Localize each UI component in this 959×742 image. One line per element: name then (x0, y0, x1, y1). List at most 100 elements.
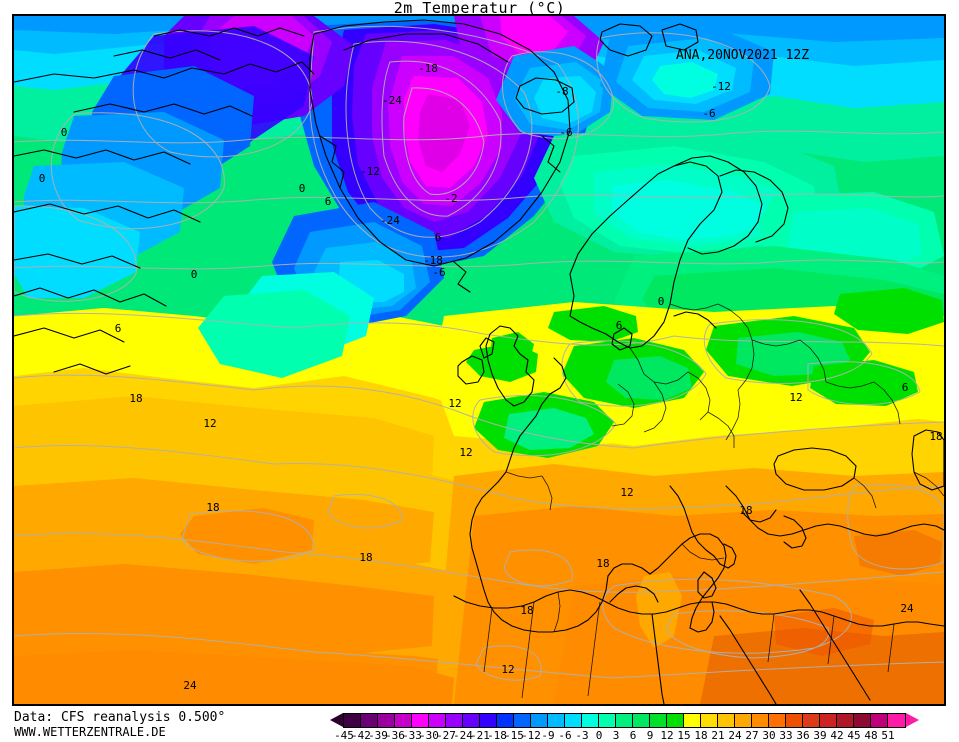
colorbar-tick-label: -36 (385, 729, 405, 742)
page-title: 2m Temperatur (°C) (393, 0, 566, 17)
colorbar-swatch (820, 714, 837, 727)
colorbar-tick-label: -45 (334, 729, 354, 742)
contour-label: -8 (555, 85, 568, 98)
contour-label: 12 (620, 486, 633, 499)
contour-label: -12 (711, 80, 731, 93)
colorbar-swatches (343, 713, 906, 728)
map-frame[interactable]: 0 0 6 18 12 18 18 24 -24 -12 0 6 -24 -2 6 -18 -6 -8 -6 -12-… (12, 14, 946, 706)
contour-label: 18 (596, 557, 609, 570)
contour-label: 24 (900, 602, 914, 615)
contour-label: 18 (206, 501, 219, 514)
footer: Data: CFS reanalysis 0.500° WWW.WETTERZE… (14, 710, 225, 740)
contour-label-group: 0061812181824-24-1206-24-26-18-6-8-6-12-… (39, 62, 943, 692)
colorbar-tick-label: 21 (711, 729, 725, 742)
colorbar-tick-label: 33 (779, 729, 793, 742)
colorbar-low-extend-arrow (330, 713, 343, 727)
colorbar-tick-label: -30 (419, 729, 439, 742)
colorbar-tick-label: -33 (402, 729, 422, 742)
colorbar-tick-label: 36 (796, 729, 810, 742)
colorbar-tick-label: 48 (864, 729, 878, 742)
colorbar-swatch (548, 714, 565, 727)
colorbar-swatch (650, 714, 667, 727)
colorbar-tick-labels: -45 -42 -39 -36 -33 -30 -27 -24 -21 -18 -15 -12 -9 -6… (330, 729, 919, 742)
colorbar-swatch (616, 714, 633, 727)
website-text: WWW.WETTERZENTRALE.DE (14, 725, 166, 739)
colorbar-swatch (480, 714, 497, 727)
colorbar-tick-label: 24 (728, 729, 742, 742)
colorbar-swatch (701, 714, 718, 727)
contour-label: 0 (191, 268, 198, 281)
colorbar-tick-label: -42 (351, 729, 371, 742)
colorbar-swatch (497, 714, 514, 727)
temperature-map-canvas[interactable]: 0 0 6 18 12 18 18 24 -24 -12 0 6 -24 -2 6 -18 -6 -8 -6 -12-… (14, 16, 944, 704)
contour-label: -18 (418, 62, 438, 75)
colorbar-swatch (803, 714, 820, 727)
contour-label: 18 (739, 504, 752, 517)
colorbar-tick-label: 3 (612, 729, 620, 742)
colorbar-swatch (463, 714, 480, 727)
contour-label: 12 (501, 663, 514, 676)
colorbar-swatch (854, 714, 871, 727)
colorbar-tick-label: 27 (745, 729, 759, 742)
contour-label: -6 (702, 107, 715, 120)
contour-label: 6 (435, 231, 442, 244)
colorbar-tick-label: -21 (470, 729, 490, 742)
contour-label: -6 (559, 126, 572, 139)
colorbar-swatch (429, 714, 446, 727)
colorbar-tick-label: -12 (521, 729, 541, 742)
colorbar-swatch (752, 714, 769, 727)
contour-label: 6 (115, 322, 122, 335)
contour-label: -6 (432, 266, 445, 279)
colorbar-swatch (769, 714, 786, 727)
colorbar-tick-label: -9 (541, 729, 555, 742)
contour-label: 12 (789, 391, 802, 404)
colorbar-tick-label: -15 (504, 729, 524, 742)
colorbar-tick-label: 18 (694, 729, 708, 742)
colorbar-swatch (888, 714, 905, 727)
contour-label: -24 (380, 214, 400, 227)
colorbar-swatch (565, 714, 582, 727)
colorbar-tick-label: 9 (646, 729, 654, 742)
contour-label: -2 (444, 192, 457, 205)
colorbar-tick-label: -27 (436, 729, 456, 742)
colorbar-tick-label: -18 (487, 729, 507, 742)
colorbar-tick-label: 42 (830, 729, 844, 742)
colorbar-swatch (684, 714, 701, 727)
colorbar-tick-label: 39 (813, 729, 827, 742)
colorbar-swatch (718, 714, 735, 727)
colorbar-tick-label: -6 (558, 729, 572, 742)
contour-label: 0 (658, 295, 665, 308)
colorbar-swatch (837, 714, 854, 727)
colorbar-swatch (735, 714, 752, 727)
contour-label: 18 (520, 604, 533, 617)
colorbar-swatch (582, 714, 599, 727)
colorbar-swatch-row (330, 713, 919, 728)
contour-label: 18 (929, 430, 942, 443)
date-stamp: ANA,20NOV2021 12Z (676, 48, 810, 63)
data-source-text: Data: CFS reanalysis 0.500° (14, 710, 226, 725)
colorbar-swatch (531, 714, 548, 727)
colorbar-tick-label: 30 (762, 729, 776, 742)
colorbar-high-extend-arrow (906, 713, 919, 727)
colorbar-tick-label: 15 (677, 729, 691, 742)
contour-label: 12 (203, 417, 216, 430)
colorbar-swatch (395, 714, 412, 727)
colorbar-swatch (344, 714, 361, 727)
colorbar-tick-label: 6 (629, 729, 637, 742)
contour-label: 24 (183, 679, 197, 692)
contour-label: 12 (448, 397, 461, 410)
contour-label: 18 (359, 551, 372, 564)
colorbar-swatch (514, 714, 531, 727)
colorbar-tick-label: 51 (881, 729, 895, 742)
colorbar-swatch (633, 714, 650, 727)
colorbar-swatch (378, 714, 395, 727)
contour-label: 0 (61, 126, 68, 139)
colorbar-tick-label: -39 (368, 729, 388, 742)
contour-label: -18 (423, 254, 443, 267)
contour-label: -24 (382, 94, 402, 107)
colorbar-swatch (412, 714, 429, 727)
colorbar-tick-label: 0 (595, 729, 603, 742)
colorbar[interactable]: -45 -42 -39 -36 -33 -30 -27 -24 -21 -18 -15 -12 -9 -6… (330, 713, 919, 742)
colorbar-swatch (446, 714, 463, 727)
